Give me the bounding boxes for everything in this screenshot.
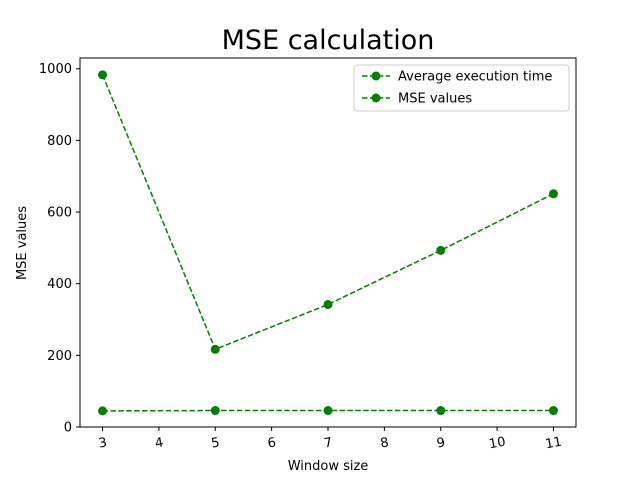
x-tick-label: 10: [488, 435, 507, 453]
data-point-average-execution-time: [98, 406, 108, 416]
axes-frame: [79, 57, 577, 428]
x-tick-label: 8: [379, 435, 390, 451]
series-layer: [98, 70, 558, 416]
x-tick-label: 11: [544, 435, 563, 453]
y-tick-label: 600: [47, 206, 72, 221]
data-point-mse-values: [98, 70, 108, 80]
y-tick-label: 1000: [39, 62, 72, 77]
data-point-average-execution-time: [436, 406, 446, 416]
x-tick-label: 3: [97, 435, 108, 451]
legend-frame: [353, 64, 570, 112]
y-tick-label: 0: [64, 421, 72, 436]
data-point-mse-values: [323, 299, 333, 309]
x-tick-label: 5: [210, 435, 221, 451]
plot-area: [79, 57, 577, 428]
x-tick-label: 6: [267, 435, 278, 451]
series-line-mse-values: [101, 74, 554, 351]
x-tick-label: 9: [436, 435, 447, 451]
y-tick-label: 200: [47, 349, 72, 364]
x-axis-label: Window size: [288, 459, 369, 474]
x-axis-ticks: 3 4 5 6 7 8 9 10 11: [97, 427, 563, 452]
data-point-mse-values: [436, 245, 446, 255]
legend-label-mse-values: MSE values: [398, 92, 472, 107]
data-point-mse-values: [210, 344, 220, 354]
x-tick-label: 7: [323, 435, 334, 451]
legend-label-average-execution-time: Average execution time: [398, 70, 552, 85]
y-axis-ticks: 0 200 400 600 800 1000: [39, 62, 80, 436]
y-tick-label: 400: [47, 277, 72, 292]
data-point-average-execution-time: [323, 406, 333, 416]
y-axis-label: MSE values: [15, 206, 30, 280]
chart-title: MSE calculation: [222, 25, 435, 56]
legend: Average execution time MSE values: [353, 64, 570, 112]
x-tick-label: 4: [154, 435, 165, 451]
data-point-average-execution-time: [548, 406, 558, 416]
y-tick-label: 800: [47, 134, 72, 149]
data-point-average-execution-time: [210, 406, 220, 416]
data-point-mse-values: [548, 189, 558, 199]
legend-marker-average-execution-time: [371, 71, 381, 81]
legend-marker-mse-values: [371, 93, 381, 103]
